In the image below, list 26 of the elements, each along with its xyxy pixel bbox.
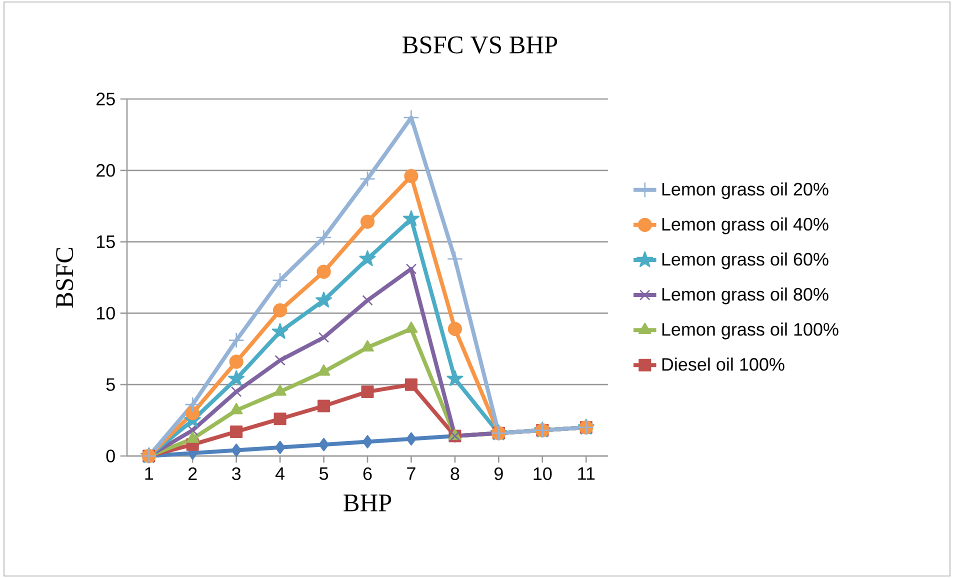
y-tick-label: 5	[106, 378, 115, 391]
x-tick-label: 6	[363, 467, 372, 480]
legend-label: Lemon grass oil 80%	[662, 287, 828, 304]
x-tick-label: 9	[494, 467, 503, 480]
x-tick-label: 3	[232, 467, 241, 480]
y-axis-title: BSFC	[56, 248, 74, 308]
x-tick-label: 10	[534, 467, 552, 480]
y-tick-label: 10	[96, 306, 115, 320]
x-tick-label: 4	[275, 467, 285, 480]
chart-title: BSFC VS BHP	[402, 36, 558, 54]
legend-label: Lemon grass oil 40%	[662, 217, 828, 234]
x-tick-label: 8	[450, 467, 460, 480]
x-tick-label: 5	[319, 467, 328, 480]
legend-label: Diesel oil 100%	[662, 358, 784, 371]
legend-label: Lemon grass oil 100%	[662, 322, 838, 340]
x-tick-label: 1	[145, 467, 154, 480]
legend-label: Lemon grass oil 60%	[662, 252, 828, 270]
y-tick-label: 0	[106, 450, 115, 462]
x-tick-label: 2	[188, 467, 197, 480]
y-tick-label: 25	[96, 92, 115, 106]
legend-label: Lemon grass oil 20%	[662, 182, 828, 200]
y-tick-label: 20	[96, 164, 115, 177]
y-tick-label: 15	[96, 236, 115, 248]
x-tick-label: 7	[407, 467, 416, 480]
x-axis-title: BHP	[344, 494, 392, 512]
x-tick-label: 11	[578, 467, 595, 480]
